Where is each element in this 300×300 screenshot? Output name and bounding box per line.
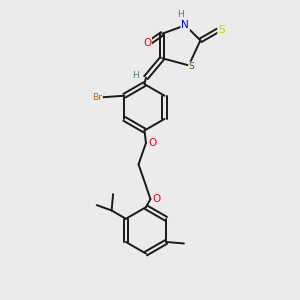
Text: Br: Br <box>92 93 102 102</box>
Text: H: H <box>177 10 184 19</box>
Text: N: N <box>182 20 189 30</box>
Text: O: O <box>143 38 151 48</box>
Text: S: S <box>189 62 195 71</box>
Text: H: H <box>132 71 139 80</box>
Text: O: O <box>148 138 157 148</box>
Text: S: S <box>218 25 225 35</box>
Text: O: O <box>153 194 161 204</box>
